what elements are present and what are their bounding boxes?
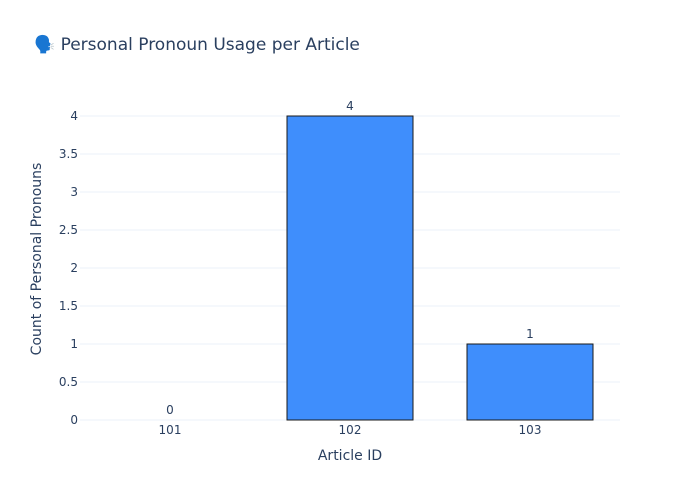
y-tick-label: 1 bbox=[70, 337, 78, 351]
y-tick-label: 0.5 bbox=[59, 375, 78, 389]
bars bbox=[286, 115, 594, 421]
data-labels: 0 4 1 bbox=[166, 99, 534, 417]
chart-title: 🗣️ Personal Pronoun Usage per Article bbox=[34, 34, 360, 55]
bar-102 bbox=[286, 115, 414, 421]
x-tick-label: 103 bbox=[519, 423, 542, 437]
data-label-101: 0 bbox=[166, 403, 174, 417]
data-label-102: 4 bbox=[346, 99, 354, 113]
data-label-103: 1 bbox=[526, 327, 534, 341]
y-tick-label: 1.5 bbox=[59, 299, 78, 313]
y-tick-label: 2.5 bbox=[59, 223, 78, 237]
y-tick-label: 2 bbox=[70, 261, 78, 275]
y-tick-label: 4 bbox=[70, 109, 78, 123]
x-tick-label: 102 bbox=[339, 423, 362, 437]
y-tick-label: 3.5 bbox=[59, 147, 78, 161]
y-axis-title: Count of Personal Pronouns bbox=[29, 163, 45, 356]
x-axis-title: Article ID bbox=[318, 448, 382, 464]
x-axis-ticks: 101 102 103 bbox=[159, 423, 542, 437]
y-tick-label: 0 bbox=[70, 413, 78, 427]
y-tick-label: 3 bbox=[70, 185, 78, 199]
bar-103 bbox=[466, 343, 594, 421]
y-axis-ticks: 0 0.5 1 1.5 2 2.5 3 3.5 4 bbox=[59, 109, 78, 427]
x-tick-label: 101 bbox=[159, 423, 182, 437]
